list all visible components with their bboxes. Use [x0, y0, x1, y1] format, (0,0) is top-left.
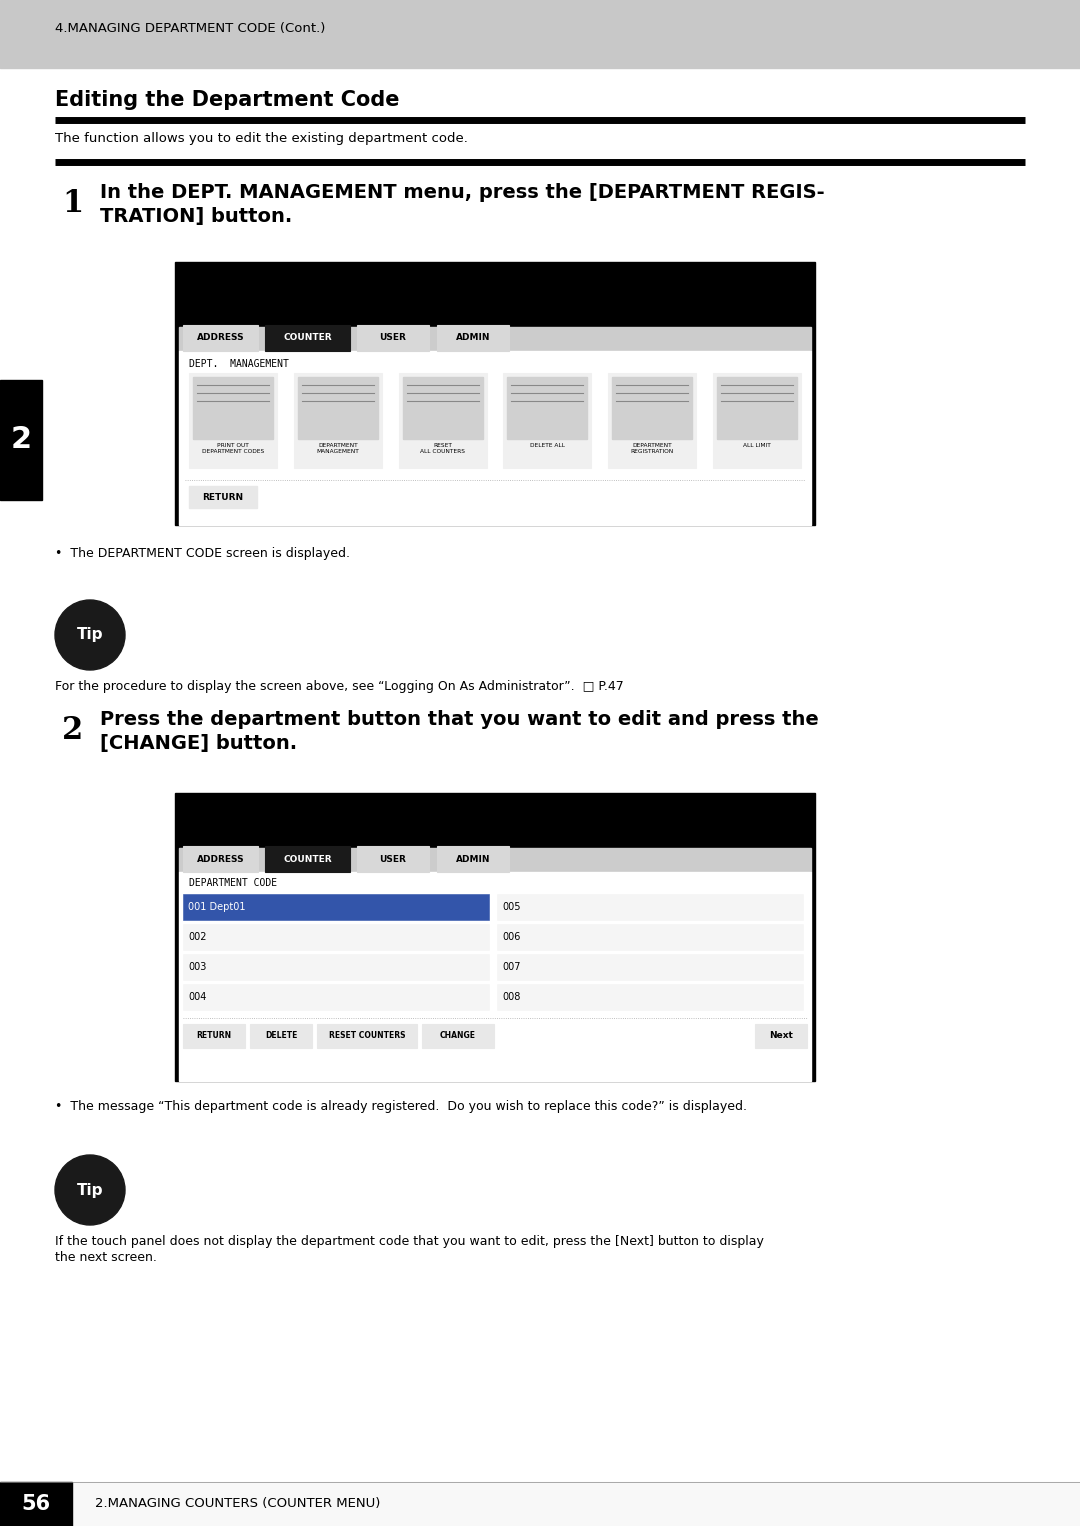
Text: ADDRESS: ADDRESS — [197, 334, 244, 342]
Text: ALL LIMIT: ALL LIMIT — [743, 443, 771, 449]
Text: ADMIN: ADMIN — [456, 855, 490, 864]
Bar — [357, 845, 429, 871]
Text: In the DEPT. MANAGEMENT menu, press the [DEPARTMENT REGIS-: In the DEPT. MANAGEMENT menu, press the … — [100, 183, 825, 201]
Text: ADDRESS: ADDRESS — [197, 855, 244, 864]
Bar — [193, 377, 273, 439]
Text: 2: 2 — [11, 426, 31, 455]
Bar — [298, 377, 378, 439]
Text: DEPARTMENT
REGISTRATION: DEPARTMENT REGISTRATION — [631, 443, 674, 453]
Text: Tip: Tip — [77, 1183, 104, 1198]
Text: [CHANGE] button.: [CHANGE] button. — [100, 734, 297, 752]
Bar — [399, 372, 487, 468]
Text: 002: 002 — [188, 932, 206, 942]
Text: DEPARTMENT
MANAGEMENT: DEPARTMENT MANAGEMENT — [316, 443, 360, 453]
Bar — [357, 325, 429, 351]
Text: If the touch panel does not display the department code that you want to edit, p: If the touch panel does not display the … — [55, 1235, 764, 1248]
Text: the next screen.: the next screen. — [55, 1251, 157, 1264]
Text: RESET
ALL COUNTERS: RESET ALL COUNTERS — [420, 443, 465, 453]
Bar — [183, 954, 489, 980]
Bar — [189, 485, 257, 508]
Text: DEPARTMENT CODE: DEPARTMENT CODE — [189, 877, 278, 888]
Bar — [497, 984, 804, 1010]
Bar — [503, 372, 592, 468]
Text: CHANGE: CHANGE — [440, 1032, 476, 1041]
Bar — [265, 845, 350, 871]
Text: Press the department button that you want to edit and press the: Press the department button that you wan… — [100, 710, 819, 729]
Bar — [179, 351, 811, 525]
Text: The function allows you to edit the existing department code.: The function allows you to edit the exis… — [55, 133, 468, 145]
Bar — [612, 377, 692, 439]
Text: 005: 005 — [502, 902, 521, 913]
Text: RETURN: RETURN — [197, 1032, 231, 1041]
Bar — [422, 1024, 494, 1048]
Text: Editing the Department Code: Editing the Department Code — [55, 90, 400, 110]
Text: 56: 56 — [22, 1494, 51, 1514]
Text: Tip: Tip — [77, 627, 104, 642]
Text: For the procedure to display the screen above, see “Logging On As Administrator”: For the procedure to display the screen … — [55, 681, 624, 693]
Bar — [249, 1024, 312, 1048]
Text: 007: 007 — [502, 961, 521, 972]
Bar — [0, 380, 42, 501]
Bar — [183, 1024, 245, 1048]
Bar — [713, 372, 801, 468]
Bar — [717, 377, 797, 439]
Bar — [497, 894, 804, 920]
Bar — [175, 262, 815, 525]
Bar — [608, 372, 697, 468]
Text: RETURN: RETURN — [202, 493, 244, 502]
Bar — [189, 372, 276, 468]
Text: TRATION] button.: TRATION] button. — [100, 208, 293, 226]
Bar — [179, 848, 811, 871]
Text: DELETE ALL: DELETE ALL — [530, 443, 565, 449]
Text: •  The DEPARTMENT CODE screen is displayed.: • The DEPARTMENT CODE screen is displaye… — [55, 546, 350, 560]
Text: COUNTER: COUNTER — [283, 334, 332, 342]
Bar — [0, 1482, 72, 1526]
Text: PRINT OUT
DEPARTMENT CODES: PRINT OUT DEPARTMENT CODES — [202, 443, 265, 453]
Text: ADMIN: ADMIN — [456, 334, 490, 342]
Bar — [183, 984, 489, 1010]
Bar — [179, 327, 811, 351]
Text: 003: 003 — [188, 961, 206, 972]
Bar — [175, 794, 815, 1080]
Bar — [183, 894, 489, 920]
Text: DEPT.  MANAGEMENT: DEPT. MANAGEMENT — [189, 359, 288, 369]
Text: 006: 006 — [502, 932, 521, 942]
Text: 2.MANAGING COUNTERS (COUNTER MENU): 2.MANAGING COUNTERS (COUNTER MENU) — [95, 1497, 380, 1511]
Bar — [497, 954, 804, 980]
Bar — [0, 1482, 1080, 1526]
Text: Next: Next — [769, 1032, 793, 1041]
Bar — [755, 1024, 807, 1048]
Bar — [294, 372, 382, 468]
Text: 008: 008 — [502, 992, 521, 1003]
Text: •  The message “This department code is already registered.  Do you wish to repl: • The message “This department code is a… — [55, 1100, 747, 1112]
Text: DELETE: DELETE — [265, 1032, 297, 1041]
Bar — [403, 377, 483, 439]
Ellipse shape — [55, 1155, 125, 1225]
Text: RESET COUNTERS: RESET COUNTERS — [328, 1032, 405, 1041]
Text: USER: USER — [379, 855, 406, 864]
Bar — [183, 325, 258, 351]
Bar — [497, 925, 804, 951]
Bar — [437, 845, 509, 871]
Bar — [0, 0, 1080, 69]
Bar — [437, 325, 509, 351]
Text: USER: USER — [379, 334, 406, 342]
Text: 001 Dept01: 001 Dept01 — [188, 902, 245, 913]
Bar — [179, 871, 811, 1080]
Text: 004: 004 — [188, 992, 206, 1003]
Bar — [183, 925, 489, 951]
Bar — [183, 845, 258, 871]
Ellipse shape — [55, 600, 125, 670]
Bar — [508, 377, 588, 439]
Bar — [265, 325, 350, 351]
Text: 4.MANAGING DEPARTMENT CODE (Cont.): 4.MANAGING DEPARTMENT CODE (Cont.) — [55, 21, 325, 35]
Bar — [318, 1024, 417, 1048]
Text: 2: 2 — [62, 716, 83, 746]
Text: COUNTER: COUNTER — [283, 855, 332, 864]
Text: 1: 1 — [62, 188, 83, 220]
